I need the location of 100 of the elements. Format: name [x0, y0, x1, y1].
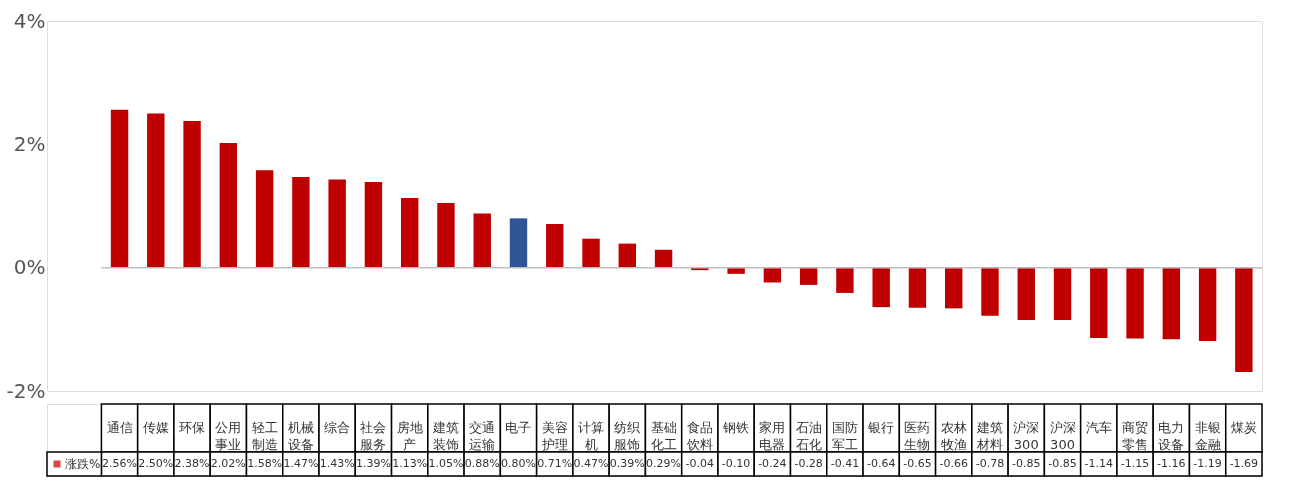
- bar: [473, 213, 491, 268]
- x-tick-label: 电子: [505, 420, 532, 435]
- bar: [908, 267, 927, 308]
- bar: [1198, 267, 1217, 342]
- data-label: 2.56%: [102, 457, 138, 470]
- bar: [328, 179, 346, 268]
- x-tick-label: 农林牧渔: [940, 420, 967, 452]
- x-tick-label: 汽车: [1085, 420, 1112, 435]
- y-tick-label: -2%: [6, 378, 46, 403]
- bar: [836, 267, 854, 293]
- bar: [981, 267, 999, 316]
- bar: [400, 197, 419, 268]
- data-label: -1.15: [1120, 457, 1150, 470]
- bar: [1126, 267, 1144, 339]
- bar: [437, 202, 455, 268]
- bar: [110, 109, 129, 268]
- x-tick-label: 房地产: [396, 420, 423, 452]
- bar: [292, 177, 310, 268]
- data-label: -0.41: [830, 457, 860, 470]
- data-label: 2.38%: [174, 457, 210, 470]
- x-tick-label: 银行: [867, 420, 895, 435]
- x-tick-label: 电力设备: [1158, 420, 1185, 452]
- bar: [255, 170, 274, 268]
- data-label: 2.02%: [210, 457, 246, 470]
- x-tick-label: 传媒: [142, 420, 169, 435]
- data-label: 0.71%: [537, 457, 573, 470]
- bar: [509, 218, 528, 268]
- data-label: 2.50%: [138, 457, 174, 470]
- x-tick-label: 石油石化: [795, 420, 822, 452]
- data-label: 0.39%: [609, 457, 645, 470]
- data-label: 0.29%: [646, 457, 682, 470]
- x-tick-label: 沪深300: [1049, 420, 1076, 452]
- data-label: -0.66: [939, 457, 968, 470]
- x-tick-label: 医药生物: [904, 420, 931, 452]
- x-tick-label: 社会服务: [360, 420, 387, 452]
- bar: [1090, 267, 1108, 338]
- data-label: 1.39%: [355, 457, 391, 470]
- data-label: 0.88%: [464, 457, 500, 470]
- x-tick-label: 家用电器: [759, 420, 786, 452]
- x-tick-label: 建筑装饰: [431, 420, 459, 452]
- x-tick-label: 商贸零售: [1122, 420, 1149, 452]
- bar: [872, 267, 890, 308]
- data-label: 1.43%: [319, 457, 355, 470]
- x-tick-label: 纺织服饰: [614, 420, 641, 452]
- data-label: -1.16: [1157, 457, 1186, 470]
- data-label: -1.19: [1193, 457, 1222, 470]
- data-label: -0.28: [794, 457, 823, 470]
- data-label: -1.14: [1084, 457, 1114, 470]
- x-tick-label: 美容护理: [540, 420, 568, 452]
- bar: [183, 120, 201, 268]
- bar: [654, 249, 673, 268]
- data-label: -0.65: [903, 457, 932, 470]
- data-label: 1.13%: [392, 457, 428, 470]
- y-tick-label: 2%: [13, 131, 46, 156]
- bar: [945, 267, 963, 309]
- data-label: -0.85: [1048, 457, 1077, 470]
- bar: [763, 267, 782, 283]
- x-tick-label: 煤炭: [1230, 420, 1257, 435]
- y-tick-label: 4%: [13, 8, 46, 33]
- data-label: -0.24: [758, 457, 787, 470]
- bar: [1235, 267, 1253, 372]
- bar: [364, 181, 383, 268]
- data-label: -1.69: [1229, 457, 1259, 470]
- bar: [147, 113, 165, 268]
- data-label: -0.04: [685, 457, 715, 470]
- data-label: -0.10: [721, 457, 751, 470]
- bar: [1162, 267, 1181, 340]
- data-label: 1.58%: [247, 457, 283, 470]
- bar: [219, 143, 238, 268]
- x-tick-label: 通信: [106, 420, 133, 435]
- data-label: -0.85: [1012, 457, 1041, 470]
- bar: [546, 223, 564, 268]
- data-label: -0.78: [975, 457, 1005, 470]
- x-tick-label: 建筑材料: [975, 420, 1003, 452]
- x-tick-label: 食品饮料: [685, 420, 713, 452]
- x-tick-label: 沪深300: [1013, 420, 1040, 452]
- bar: [1053, 267, 1072, 321]
- data-label: -0.64: [866, 457, 896, 470]
- data-label: 0.47%: [573, 457, 609, 470]
- x-tick-label: 公用事业: [215, 420, 242, 452]
- x-tick-label: 钢铁: [722, 420, 750, 435]
- x-tick-label: 轻工制造: [251, 420, 278, 452]
- data-label: 1.05%: [428, 457, 464, 470]
- x-tick-label: 基础化工: [650, 420, 677, 452]
- legend-label: 涨跌%: [65, 457, 101, 471]
- x-tick-label: 交通运输: [469, 420, 496, 452]
- data-label: 0.80%: [501, 457, 536, 470]
- bar: [799, 267, 818, 285]
- bar: [1017, 267, 1035, 321]
- x-tick-label: 计算机: [578, 420, 605, 452]
- y-tick-label: 0%: [13, 255, 46, 280]
- data-label: 1.47%: [283, 457, 319, 470]
- x-tick-label: 机械设备: [287, 420, 314, 452]
- x-tick-label: 环保: [179, 420, 206, 435]
- x-tick-label: 国防军工: [831, 420, 858, 452]
- bar: [618, 243, 636, 268]
- x-tick-label: 非银金融: [1194, 420, 1221, 452]
- bar: [582, 238, 600, 268]
- bar: [727, 267, 745, 274]
- x-tick-label: 综合: [324, 420, 351, 435]
